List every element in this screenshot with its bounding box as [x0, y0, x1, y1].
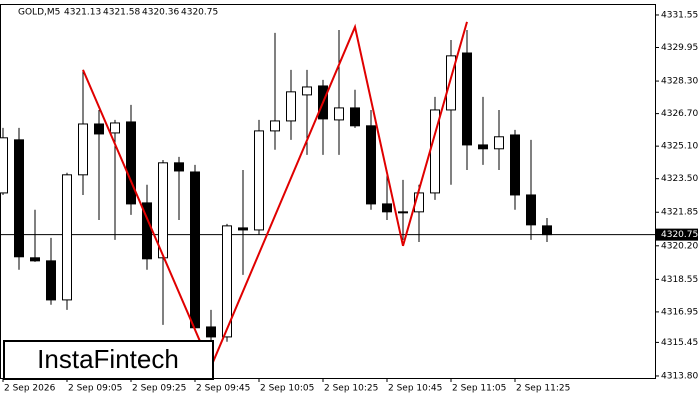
x-tick-label: 2 Sep 10:45: [388, 384, 442, 394]
candle-body: [478, 144, 488, 150]
current-price-label: 4320.75: [661, 230, 698, 240]
candle-body: [542, 225, 552, 236]
candle-body: [398, 211, 408, 214]
x-tick-label: 2 Sep 10:25: [324, 384, 378, 394]
candle-body: [526, 194, 536, 226]
candle-body: [382, 203, 392, 213]
candle-body: [366, 125, 376, 205]
candle-body: [110, 122, 120, 134]
candle-body: [238, 227, 248, 231]
candle-body: [222, 225, 232, 338]
x-tick-label: 2 Sep 09:05: [68, 384, 122, 394]
y-tick-label: 4325.10: [661, 142, 698, 152]
x-tick-label: 2 Sep 10:05: [260, 384, 314, 394]
x-tick-label: 2 Sep 11:05: [452, 384, 506, 394]
x-tick-label: 2 Sep 2026: [4, 384, 56, 394]
candle-body: [350, 107, 360, 127]
candle-body: [446, 55, 456, 111]
candle-body: [62, 174, 72, 301]
x-tick-label: 2 Sep 11:25: [516, 384, 570, 394]
header-value: 4321.58: [103, 8, 140, 18]
candle-body: [126, 121, 136, 205]
logo-box: [3, 340, 214, 380]
y-tick-label: 4329.95: [661, 43, 698, 53]
x-tick-label: 2 Sep 09:25: [132, 384, 186, 394]
y-tick-label: 4328.30: [661, 77, 698, 87]
y-tick-label: 4321.85: [661, 208, 698, 218]
logo: InstaFintech: [37, 344, 179, 374]
y-tick-label: 4313.80: [661, 371, 698, 381]
candle-body: [286, 91, 296, 122]
y-tick-label: 4318.55: [661, 275, 698, 285]
y-tick-label: 4320.20: [661, 241, 698, 251]
y-tick-label: 4323.50: [661, 174, 698, 184]
candle-body: [158, 162, 168, 259]
y-tick-label: 4326.70: [661, 109, 698, 119]
candle-body: [190, 171, 200, 329]
candle-body: [78, 123, 88, 176]
header-value: 4321.13: [64, 8, 101, 18]
candle-body: [462, 52, 472, 146]
candle-body: [494, 136, 504, 150]
header-value: 4320.75: [181, 8, 218, 18]
candle-body: [302, 86, 312, 96]
candle-body: [270, 120, 280, 132]
candle-body: [94, 123, 104, 135]
x-tick-label: 2 Sep 09:45: [196, 384, 250, 394]
candle-body: [334, 107, 344, 121]
y-tick-label: 4315.45: [661, 338, 698, 348]
candle-body: [254, 130, 264, 231]
symbol: GOLD,M5: [18, 8, 60, 18]
candle-body: [0, 137, 8, 194]
y-tick-label: 4331.55: [661, 10, 698, 20]
candle-body: [510, 134, 520, 196]
current-price-box: [656, 228, 698, 241]
candle-body: [174, 162, 184, 172]
candle-body: [30, 257, 40, 262]
candle-body: [46, 260, 56, 301]
header-value: 4320.36: [142, 8, 179, 18]
y-tick-label: 4316.95: [661, 307, 698, 317]
pattern-line: [82, 21, 468, 370]
candle-body: [14, 139, 24, 258]
candle-body: [206, 326, 216, 338]
